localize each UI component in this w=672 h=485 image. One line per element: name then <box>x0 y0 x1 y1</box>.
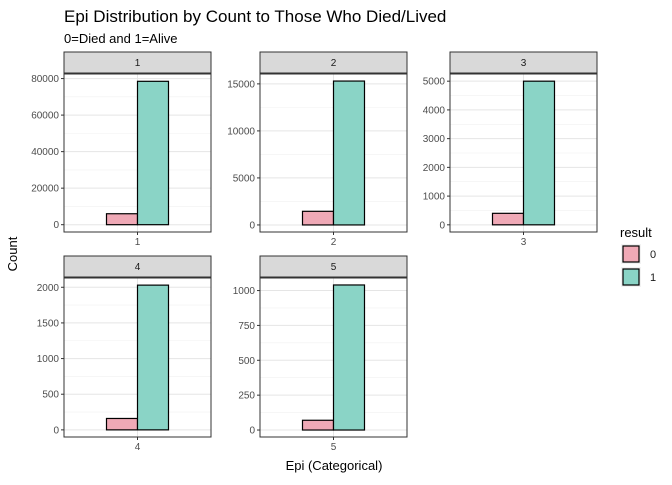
x-axis-label: Epi (Categorical) <box>286 458 383 473</box>
y-tick-label: 1500 <box>37 318 60 329</box>
y-tick-label: 2000 <box>423 163 446 174</box>
legend-swatch-0 <box>622 245 640 263</box>
bar-result-1 <box>136 80 170 226</box>
y-tick-label: 0 <box>249 426 255 437</box>
y-tick-label: 60000 <box>31 111 59 122</box>
y-axis-label: Count <box>5 236 20 271</box>
facet-strip <box>259 51 408 74</box>
facet-4: 4 0 500 1000 1500 2000 4 <box>37 255 212 453</box>
y-tick-label: 4000 <box>423 105 446 116</box>
bar-result-0 <box>301 419 335 431</box>
x-tick-label: 2 <box>331 237 337 248</box>
bar-result-1 <box>522 80 556 226</box>
y-tick-label: 0 <box>53 220 59 231</box>
legend-swatch-1 <box>622 268 640 286</box>
chart-subtitle: 0=Died and 1=Alive <box>64 31 177 46</box>
y-tick-label: 500 <box>42 390 59 401</box>
y-tick-label: 20000 <box>31 184 59 195</box>
legend-label-1: 1 <box>650 272 656 284</box>
x-tick-label: 1 <box>135 237 141 248</box>
legend-label-0: 0 <box>650 249 656 261</box>
bar-result-1 <box>332 284 366 431</box>
facet-strip-label: 4 <box>135 262 141 273</box>
y-tick-label: 1000 <box>37 354 60 365</box>
bar-result-0 <box>105 417 139 431</box>
facet-strip <box>259 255 408 278</box>
y-tick-label: 0 <box>439 220 445 231</box>
facet-strip <box>63 255 212 278</box>
y-tick-label: 80000 <box>31 74 59 85</box>
y-tick-label: 3000 <box>423 134 446 145</box>
y-tick-label: 1000 <box>233 286 256 297</box>
bar-result-1 <box>136 284 170 431</box>
facet-3: 3 0 1000 2000 3000 4000 5000 3 <box>423 51 598 248</box>
chart-title: Epi Distribution by Count to Those Who D… <box>64 7 446 26</box>
facet-2: 2 0 5000 10000 15000 2 <box>227 51 408 248</box>
legend: 01 <box>621 244 656 287</box>
y-tick-label: 5000 <box>423 77 446 88</box>
x-tick-label: 3 <box>521 237 527 248</box>
x-tick-label: 5 <box>331 442 337 453</box>
y-tick-label: 250 <box>238 391 255 402</box>
bar-result-0 <box>105 213 139 226</box>
facet-strip-label: 2 <box>331 58 337 69</box>
facet-strip <box>449 51 598 74</box>
facet-strip-label: 5 <box>331 262 337 273</box>
y-tick-label: 500 <box>238 356 255 367</box>
y-tick-label: 10000 <box>227 126 255 137</box>
y-tick-label: 2000 <box>37 283 60 294</box>
y-tick-label: 750 <box>238 321 255 332</box>
facet-strip <box>63 51 212 74</box>
y-tick-label: 0 <box>53 425 59 436</box>
y-tick-label: 0 <box>249 220 255 231</box>
legend-title: result <box>620 225 652 240</box>
bar-result-0 <box>491 212 525 226</box>
y-tick-label: 1000 <box>423 192 446 203</box>
facets-layer: 1020000400006000080000120500010000150002… <box>31 51 598 453</box>
bar-result-0 <box>301 210 335 226</box>
y-tick-label: 15000 <box>227 79 255 90</box>
facet-strip-label: 1 <box>135 58 141 69</box>
facet-5: 5 0 250 500 750 1000 5 <box>233 255 408 453</box>
y-tick-label: 5000 <box>233 173 256 184</box>
y-tick-label: 40000 <box>31 147 59 158</box>
facet-strip-label: 3 <box>521 58 527 69</box>
bar-result-1 <box>332 80 366 226</box>
facet-1: 1 0 20000 40000 60000 80000 1 <box>31 51 212 248</box>
x-tick-label: 4 <box>135 442 141 453</box>
